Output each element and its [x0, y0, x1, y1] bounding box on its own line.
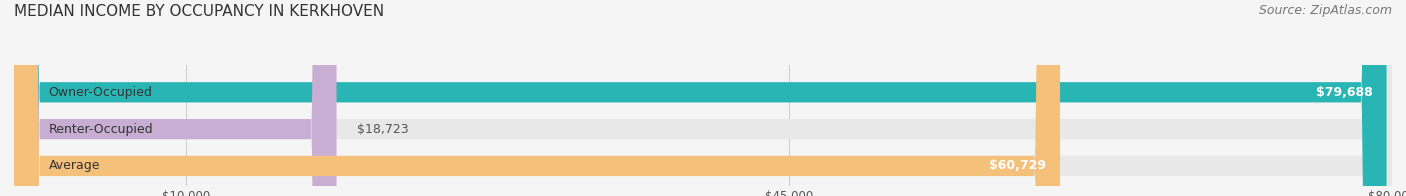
Text: $18,723: $18,723: [357, 123, 409, 136]
Text: Owner-Occupied: Owner-Occupied: [48, 86, 152, 99]
Text: Source: ZipAtlas.com: Source: ZipAtlas.com: [1258, 4, 1392, 17]
FancyBboxPatch shape: [14, 0, 1392, 196]
FancyBboxPatch shape: [14, 0, 1060, 196]
FancyBboxPatch shape: [14, 0, 1386, 196]
Text: MEDIAN INCOME BY OCCUPANCY IN KERKHOVEN: MEDIAN INCOME BY OCCUPANCY IN KERKHOVEN: [14, 4, 384, 19]
FancyBboxPatch shape: [14, 0, 336, 196]
Text: $60,729: $60,729: [990, 160, 1046, 172]
Text: Renter-Occupied: Renter-Occupied: [48, 123, 153, 136]
FancyBboxPatch shape: [14, 0, 1392, 196]
FancyBboxPatch shape: [14, 0, 1392, 196]
Text: $79,688: $79,688: [1316, 86, 1372, 99]
Text: Average: Average: [48, 160, 100, 172]
